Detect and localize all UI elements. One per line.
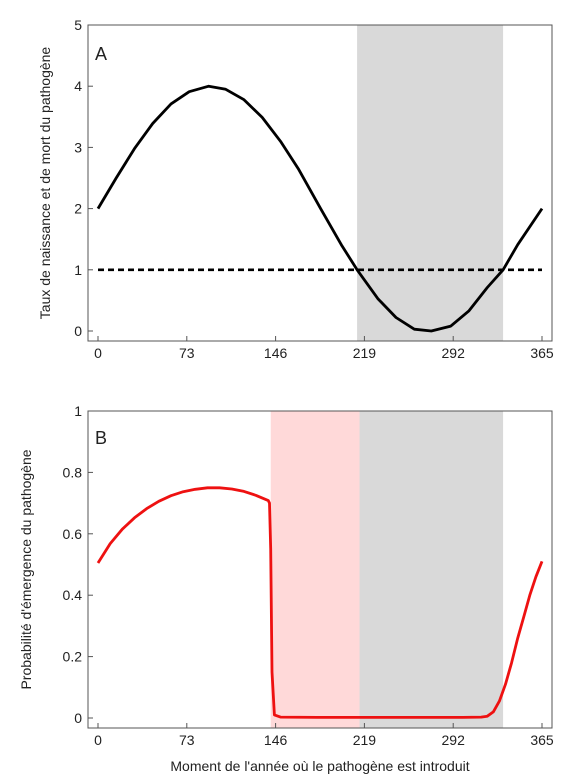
y-tick-label: 0 (74, 323, 82, 339)
x-tick-label: 365 (530, 732, 554, 748)
y-tick-label: 0.8 (63, 464, 83, 480)
x-tick-label: 73 (179, 345, 195, 361)
y-tick-label: 2 (74, 201, 82, 217)
x-tick-label: 73 (179, 732, 195, 748)
x-tick-label: 219 (353, 345, 377, 361)
series-line (96, 84, 544, 333)
panel-a: 0 73 146 219 292 365 0 1 2 3 4 5A Taux de naissance … (37, 17, 554, 361)
x-tick-label: 365 (530, 345, 554, 361)
y-tick-label: 5 (74, 17, 82, 33)
x-axis-title: Moment de l'année où le pathogène est in… (170, 758, 469, 774)
shaded-region (359, 411, 504, 728)
x-tick-label: 146 (264, 345, 288, 361)
x-tick-label: 0 (94, 732, 102, 748)
shaded-region (270, 411, 360, 728)
axes-frame (87, 24, 553, 342)
series-line (96, 486, 544, 719)
panel-b: 0 73 146 219 292 365 0 0.2 0.4 0.6 0.8 1B Probabilit… (18, 403, 554, 748)
shaded-region (357, 25, 504, 341)
x-tick-label: 292 (442, 345, 466, 361)
y-axis-title: Taux de naissance et de mort du pathogèn… (37, 47, 53, 320)
axes-frame (87, 410, 553, 729)
x-tick-label: 219 (353, 732, 377, 748)
x-tick-label: 146 (264, 732, 288, 748)
panel-label: B (95, 428, 107, 448)
y-tick-label: 4 (74, 78, 82, 94)
y-tick-label: 0 (74, 710, 82, 726)
y-axis-title: Probabilité d'émergence du pathogène (18, 449, 34, 689)
y-tick-label: 1 (74, 262, 82, 278)
y-tick-label: 1 (74, 403, 82, 419)
panel-label: A (95, 44, 107, 64)
y-tick-label: 3 (74, 139, 82, 155)
y-tick-label: 0.4 (63, 587, 83, 603)
x-tick-label: 292 (442, 732, 466, 748)
x-tick-label: 0 (94, 345, 102, 361)
y-tick-label: 0.2 (63, 649, 83, 665)
y-tick-label: 0.6 (63, 526, 83, 542)
